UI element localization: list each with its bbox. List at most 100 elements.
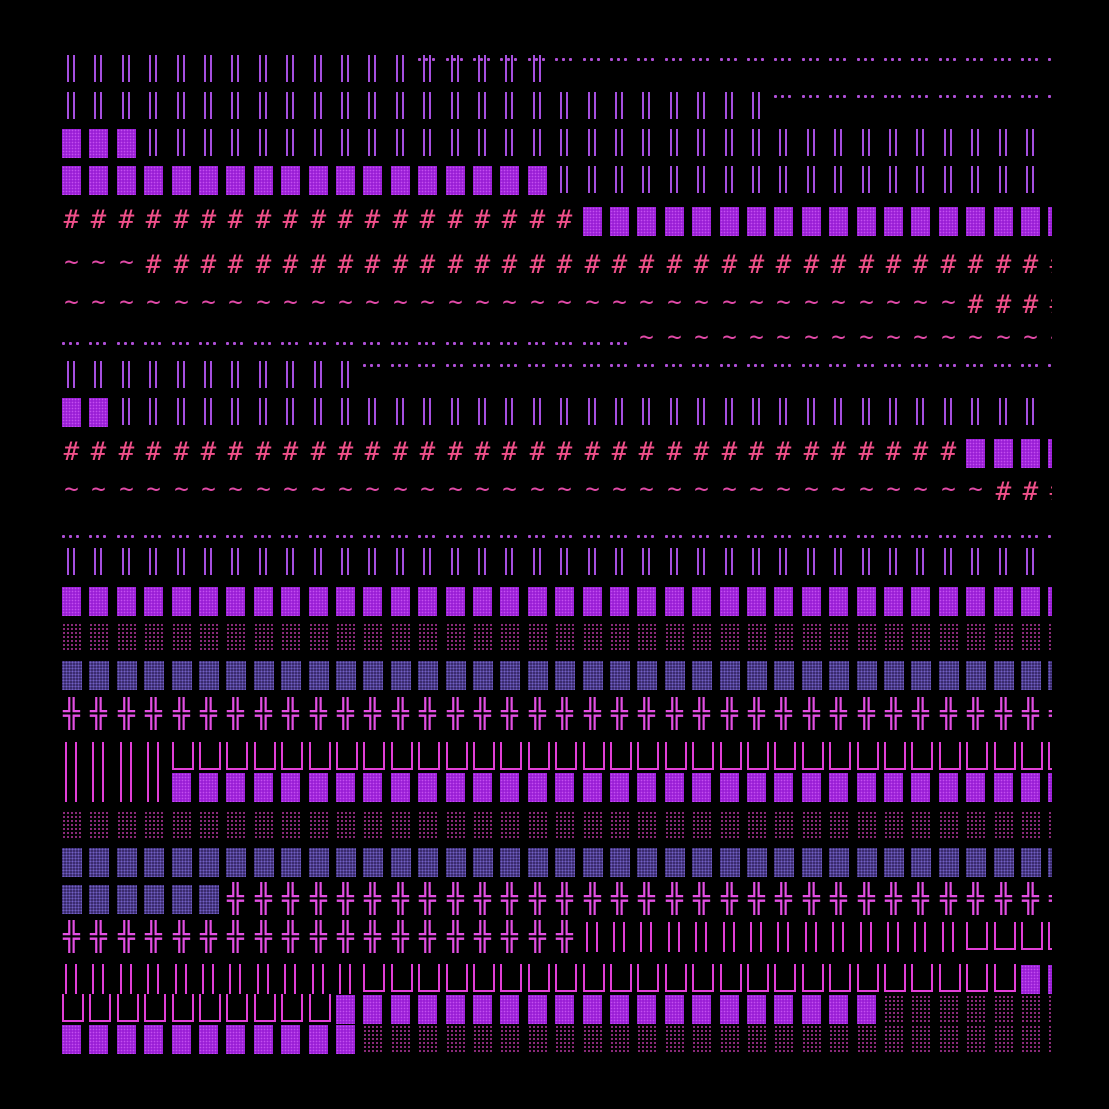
glyph-block	[716, 770, 743, 803]
glyph-hash: #	[1044, 249, 1052, 282]
glyph-cross: ╬	[474, 697, 491, 730]
glyph-hash: #	[227, 205, 244, 235]
glyph-bars	[661, 163, 688, 196]
glyph-cross: ╬	[63, 920, 80, 953]
glyph-bars	[332, 89, 359, 122]
glyph-tilde: ~	[804, 476, 819, 503]
glyph-block	[387, 584, 414, 617]
glyph-hash: #	[364, 205, 381, 235]
glyph-row	[58, 584, 1052, 617]
glyph-cross: ╬	[584, 697, 601, 730]
glyph-dots	[990, 89, 1017, 122]
glyph-bars	[551, 163, 578, 196]
glyph-shade2	[113, 882, 140, 915]
glyph-hash: #	[666, 250, 683, 280]
glyph-pipe	[113, 962, 140, 995]
glyph-bars	[332, 52, 359, 85]
glyph-pipe	[880, 920, 907, 953]
glyph-bars	[414, 545, 441, 578]
glyph-block	[85, 126, 112, 159]
glyph-bars	[798, 545, 825, 578]
glyph-shade2	[277, 658, 304, 691]
glyph-bars	[195, 89, 222, 122]
glyph-block	[442, 163, 469, 196]
glyph-bars	[524, 545, 551, 578]
glyph-dots	[359, 336, 386, 369]
glyph-pipe	[250, 962, 277, 995]
glyph-cup	[962, 920, 989, 953]
glyph-shade	[962, 808, 989, 841]
glyph-cross: ╬	[748, 697, 765, 730]
glyph-block	[770, 204, 797, 237]
glyph-bars	[442, 395, 469, 428]
glyph-shade2	[880, 845, 907, 878]
glyph-row	[58, 52, 1052, 85]
glyph-bars	[305, 52, 332, 85]
glyph-hash: #	[885, 437, 902, 467]
glyph-block	[990, 436, 1017, 469]
glyph-cross: ╬	[940, 882, 957, 915]
glyph-cross: ╬	[447, 882, 464, 915]
glyph-block	[195, 584, 222, 617]
glyph-block	[551, 770, 578, 803]
glyph-bars	[414, 52, 441, 85]
glyph-block	[277, 770, 304, 803]
glyph-block	[716, 584, 743, 617]
glyph-row	[58, 395, 1052, 428]
glyph-bars	[661, 395, 688, 428]
glyph-shade	[688, 808, 715, 841]
glyph-bars	[935, 126, 962, 159]
glyph-cross: ╬	[255, 920, 272, 953]
glyph-hash: #	[474, 250, 491, 280]
glyph-shade	[962, 1022, 989, 1055]
glyph-tilde: ~	[941, 476, 956, 503]
glyph-block	[962, 584, 989, 617]
glyph-dots	[606, 52, 633, 85]
glyph-block	[58, 163, 85, 196]
glyph-pipe	[907, 920, 934, 953]
glyph-cross: ╬	[995, 697, 1012, 730]
glyph-block	[442, 992, 469, 1025]
glyph-hash: #	[200, 205, 217, 235]
glyph-dots	[442, 529, 469, 562]
glyph-block	[825, 770, 852, 803]
glyph-cup	[1044, 920, 1052, 953]
glyph-dots	[1017, 529, 1044, 562]
glyph-hash: #	[584, 437, 601, 467]
glyph-shade	[825, 808, 852, 841]
glyph-bars	[168, 545, 195, 578]
glyph-pipe	[140, 962, 167, 995]
glyph-tilde: ~	[804, 324, 819, 351]
glyph-dots	[195, 529, 222, 562]
glyph-block	[606, 584, 633, 617]
glyph-cross: ╬	[885, 882, 902, 915]
glyph-block	[907, 204, 934, 237]
glyph-shade	[387, 808, 414, 841]
glyph-cup	[743, 962, 770, 995]
glyph-shade	[469, 1022, 496, 1055]
glyph-block	[168, 163, 195, 196]
glyph-block	[524, 770, 551, 803]
glyph-bars	[332, 358, 359, 391]
glyph-bars	[496, 89, 523, 122]
glyph-bars	[250, 545, 277, 578]
glyph-dots	[962, 358, 989, 391]
glyph-dots	[1044, 358, 1052, 391]
glyph-tilde: ~	[886, 476, 901, 503]
glyph-bars	[551, 395, 578, 428]
glyph-block	[1044, 770, 1052, 803]
glyph-block	[359, 770, 386, 803]
glyph-block	[1017, 584, 1044, 617]
glyph-dots	[168, 336, 195, 369]
glyph-pipe	[168, 962, 195, 995]
glyph-cup	[1044, 740, 1052, 773]
glyph-block	[661, 770, 688, 803]
glyph-cup	[414, 962, 441, 995]
glyph-shade2	[825, 845, 852, 878]
glyph-pipe	[332, 962, 359, 995]
glyph-bars	[387, 545, 414, 578]
glyph-hash: #	[858, 250, 875, 280]
glyph-cross: ╬	[310, 697, 327, 730]
glyph-bars	[305, 545, 332, 578]
glyph-pipe	[277, 962, 304, 995]
